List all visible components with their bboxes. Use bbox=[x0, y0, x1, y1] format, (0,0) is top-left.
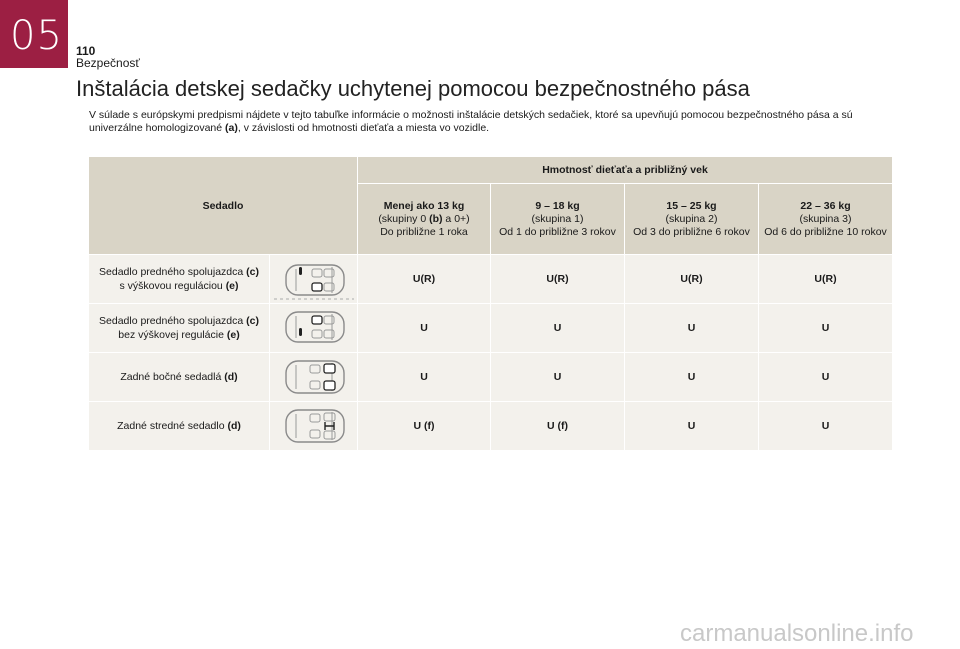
table-cell: U bbox=[490, 303, 625, 353]
intro-ref: (a) bbox=[225, 122, 238, 134]
table-cell: U bbox=[357, 303, 491, 353]
seat-label-text: Sedadlo predného spolujazdca bbox=[99, 266, 247, 278]
table-cell: U bbox=[757, 352, 894, 402]
table-cell: U bbox=[624, 401, 759, 451]
group-label: (skupina 1) bbox=[531, 212, 584, 225]
table-cell: U bbox=[624, 303, 759, 353]
watermark: carmanualsonline.info bbox=[680, 620, 914, 647]
table-cell: U bbox=[624, 352, 759, 402]
group-label-end: a 0+) bbox=[442, 212, 470, 225]
table-cell: U(R) bbox=[357, 254, 491, 304]
age-range: Do približne 1 roka bbox=[380, 225, 468, 238]
table-row: Zadné stredné sedadlo (d) U (f) U (f) U … bbox=[88, 401, 894, 451]
weight-column-header: Hmotnosť dieťaťa a približný vek bbox=[356, 156, 894, 184]
group-ref: (b) bbox=[429, 212, 443, 225]
weight-group-header: Menej ako 13 kg (skupiny 0 (b) a 0+) Do … bbox=[357, 183, 491, 255]
table-cell: U (f) bbox=[357, 401, 491, 451]
table-cell: U(R) bbox=[490, 254, 625, 304]
seat-column-header: Sedadlo bbox=[88, 156, 358, 255]
seat-label-text: Zadné bočné sedadlá bbox=[120, 371, 225, 383]
table-row: Sedadlo predného spolujazdca (c) s výško… bbox=[88, 254, 894, 304]
seat-label-text: s výškovou reguláciou bbox=[119, 280, 226, 292]
table-cell: U(R) bbox=[624, 254, 759, 304]
chapter-number: 05 bbox=[10, 13, 63, 59]
page-number: 110 bbox=[76, 44, 96, 58]
table-cell: U bbox=[490, 352, 625, 402]
section-name: Bezpečnosť bbox=[76, 56, 140, 70]
seat-label: Sedadlo predného spolujazdca (c) s výško… bbox=[88, 254, 270, 304]
weight-range: 15 – 25 kg bbox=[666, 199, 717, 212]
weight-group-header: 22 – 36 kg (skupina 3) Od 6 do približne… bbox=[757, 183, 894, 255]
car-front-seat-icon bbox=[269, 303, 358, 353]
group-label: (skupina 2) bbox=[665, 212, 718, 225]
car-front-seat-icon bbox=[269, 254, 358, 304]
weight-group-header: 9 – 18 kg (skupina 1) Od 1 do približne … bbox=[490, 183, 625, 255]
group-label: (skupiny 0 bbox=[378, 212, 430, 225]
age-range: Od 6 do približne 10 rokov bbox=[764, 225, 887, 238]
seat-label-ref: (d) bbox=[224, 371, 238, 383]
intro-text-1: V súlade s európskymi predpismi nájdete … bbox=[89, 109, 853, 134]
seat-label: Sedadlo predného spolujazdca (c) bez výš… bbox=[88, 303, 270, 353]
table-cell: U(R) bbox=[757, 254, 894, 304]
seat-label-ref: (c) bbox=[246, 266, 259, 278]
age-range: Od 1 do približne 3 rokov bbox=[499, 225, 616, 238]
table-row: Sedadlo predného spolujazdca (c) bez výš… bbox=[88, 303, 894, 353]
seat-label: Zadné stredné sedadlo (d) bbox=[88, 401, 270, 451]
weight-range: 9 – 18 kg bbox=[535, 199, 580, 212]
age-range: Od 3 do približne 6 rokov bbox=[633, 225, 750, 238]
seat-table: Sedadlo Hmotnosť dieťaťa a približný vek… bbox=[88, 156, 894, 451]
seat-label: Zadné bočné sedadlá (d) bbox=[88, 352, 270, 402]
seat-label-ref: (e) bbox=[225, 280, 239, 292]
group-label: (skupina 3) bbox=[799, 212, 852, 225]
page-title: Inštalácia detskej sedačky uchytenej pom… bbox=[76, 76, 750, 101]
seat-label-text: bez výškovej regulácie bbox=[118, 329, 227, 341]
table-row: Zadné bočné sedadlá (d) U U U U bbox=[88, 352, 894, 402]
intro-text-2: , v závislosti od hmotnosti dieťaťa a mi… bbox=[237, 122, 490, 134]
car-rear-center-seat-icon bbox=[269, 401, 358, 451]
chapter-tab bbox=[0, 0, 68, 68]
car-rear-side-seat-icon bbox=[269, 352, 358, 402]
seat-label-ref: (c) bbox=[246, 315, 259, 327]
weight-range: Menej ako 13 kg bbox=[383, 199, 465, 212]
seat-label-text: Sedadlo predného spolujazdca bbox=[99, 315, 247, 327]
seat-label-ref: (e) bbox=[226, 329, 240, 341]
weight-group-header: 15 – 25 kg (skupina 2) Od 3 do približne… bbox=[624, 183, 759, 255]
seat-label-text: Zadné stredné sedadlo bbox=[117, 420, 228, 432]
table-cell: U bbox=[757, 401, 894, 451]
table-cell: U bbox=[757, 303, 894, 353]
intro-paragraph: V súlade s európskymi predpismi nájdete … bbox=[89, 109, 889, 135]
table-cell: U bbox=[357, 352, 491, 402]
table-cell: U (f) bbox=[490, 401, 625, 451]
seat-label-ref: (d) bbox=[227, 420, 241, 432]
weight-range: 22 – 36 kg bbox=[800, 199, 851, 212]
